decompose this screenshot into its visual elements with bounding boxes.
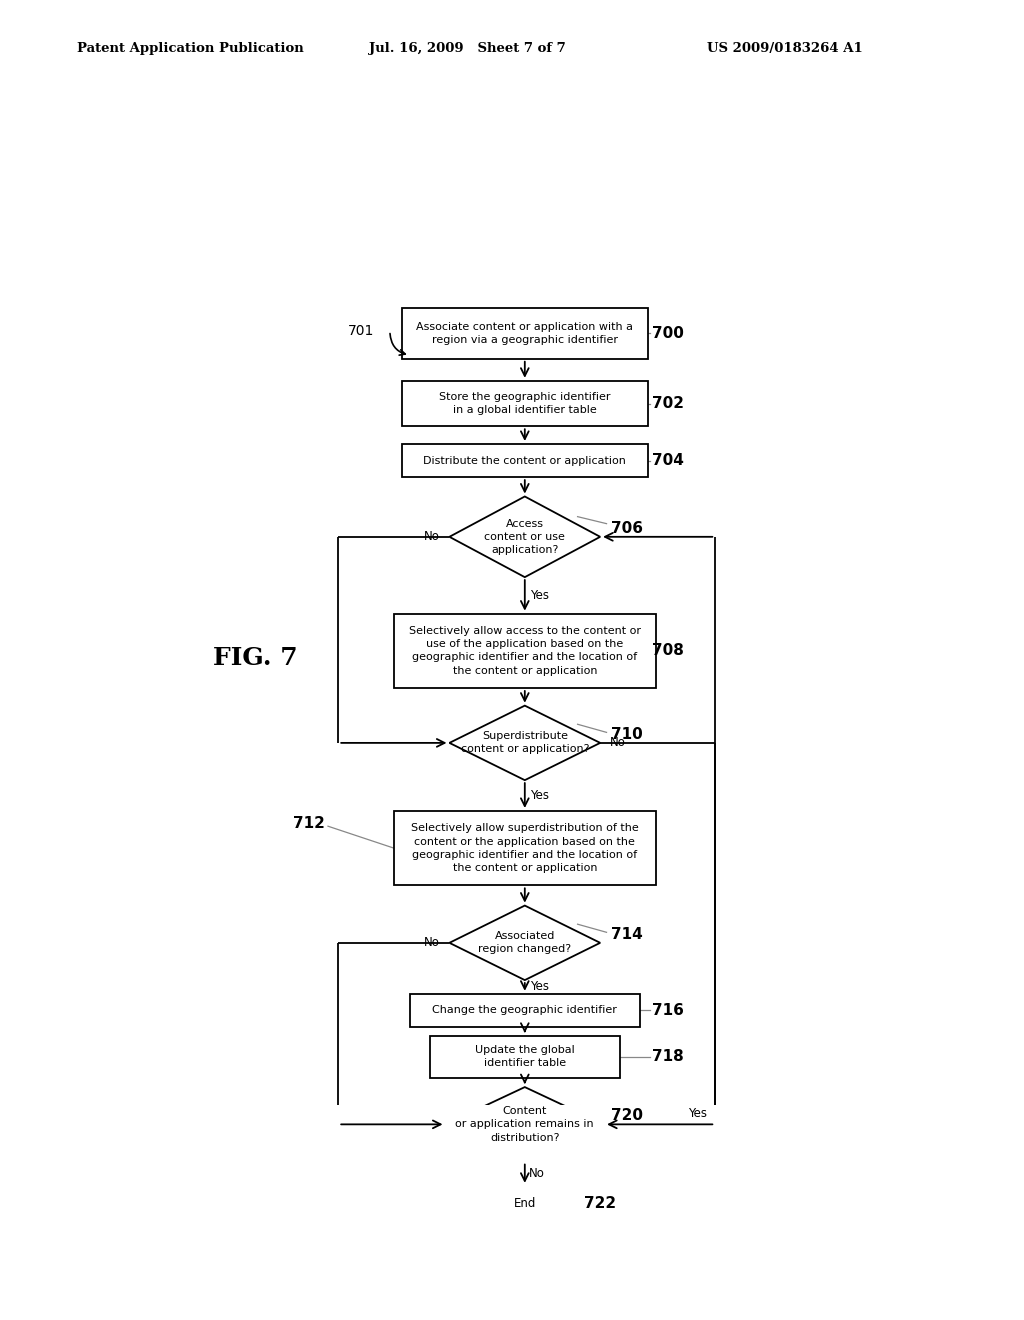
Text: Jul. 16, 2009   Sheet 7 of 7: Jul. 16, 2009 Sheet 7 of 7 (369, 42, 565, 55)
Text: Update the global
identifier table: Update the global identifier table (475, 1045, 574, 1068)
FancyBboxPatch shape (410, 994, 640, 1027)
Text: No: No (424, 936, 440, 949)
Text: 718: 718 (652, 1049, 684, 1064)
Text: 720: 720 (610, 1107, 642, 1123)
FancyBboxPatch shape (430, 1036, 620, 1078)
Text: 708: 708 (652, 643, 684, 659)
Text: 716: 716 (652, 1003, 684, 1018)
Text: Patent Application Publication: Patent Application Publication (77, 42, 303, 55)
Text: No: No (528, 1167, 545, 1180)
Text: Yes: Yes (688, 1107, 708, 1121)
FancyBboxPatch shape (401, 308, 648, 359)
Text: Change the geographic identifier: Change the geographic identifier (432, 1006, 617, 1015)
Text: 722: 722 (585, 1196, 616, 1210)
Text: Selectively allow superdistribution of the
content or the application based on t: Selectively allow superdistribution of t… (411, 824, 639, 873)
Text: No: No (424, 531, 440, 544)
Text: Superdistribute
content or application?: Superdistribute content or application? (461, 731, 589, 755)
Text: Content
or application remains in
distribution?: Content or application remains in distri… (456, 1106, 594, 1143)
Ellipse shape (477, 1185, 572, 1221)
Text: US 2009/0183264 A1: US 2009/0183264 A1 (707, 42, 862, 55)
Text: End: End (514, 1197, 536, 1209)
Text: 702: 702 (652, 396, 684, 411)
Text: 704: 704 (652, 453, 684, 469)
Text: Associate content or application with a
region via a geographic identifier: Associate content or application with a … (417, 322, 633, 345)
Text: Access
content or use
application?: Access content or use application? (484, 519, 565, 554)
Text: Yes: Yes (529, 589, 549, 602)
Text: 710: 710 (610, 726, 642, 742)
Text: Distribute the content or application: Distribute the content or application (423, 455, 627, 466)
Polygon shape (450, 496, 600, 577)
Text: Store the geographic identifier
in a global identifier table: Store the geographic identifier in a glo… (439, 392, 610, 414)
Text: 712: 712 (293, 816, 325, 832)
Text: 714: 714 (610, 927, 642, 941)
Text: Associated
region changed?: Associated region changed? (478, 931, 571, 954)
FancyBboxPatch shape (401, 444, 648, 478)
Text: 706: 706 (610, 520, 642, 536)
Text: Selectively allow access to the content or
use of the application based on the
g: Selectively allow access to the content … (409, 626, 641, 676)
FancyBboxPatch shape (394, 810, 655, 886)
Text: 700: 700 (652, 326, 684, 341)
FancyBboxPatch shape (394, 614, 655, 688)
Polygon shape (450, 906, 600, 981)
Polygon shape (450, 706, 600, 780)
Text: 701: 701 (347, 323, 374, 338)
Text: FIG. 7: FIG. 7 (213, 645, 297, 669)
FancyBboxPatch shape (401, 380, 648, 426)
Text: Yes: Yes (529, 789, 549, 803)
Polygon shape (445, 1088, 604, 1162)
Text: No: No (609, 737, 626, 750)
Text: Yes: Yes (529, 981, 549, 994)
